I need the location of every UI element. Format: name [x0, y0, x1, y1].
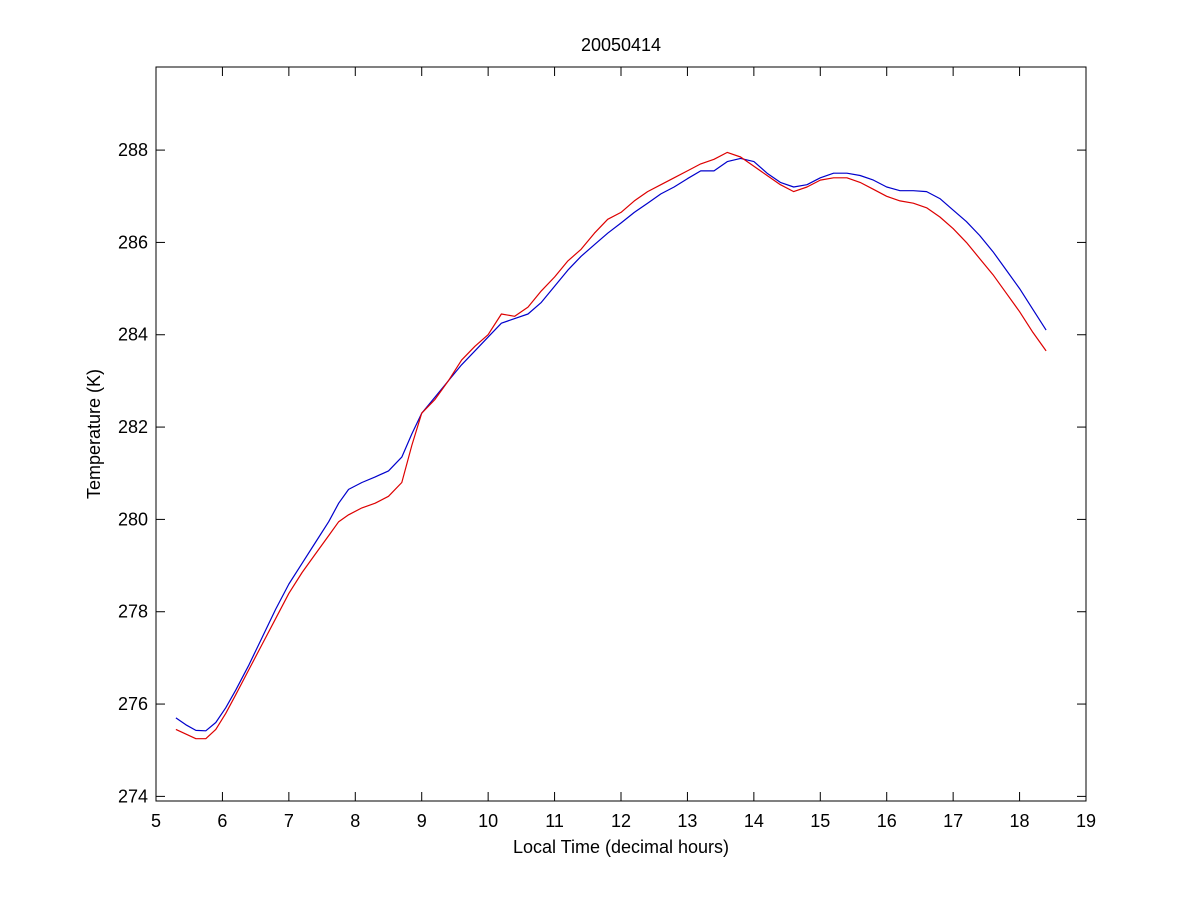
y-axis-label: Temperature (K) [84, 369, 104, 499]
x-tick-label: 13 [677, 811, 697, 831]
x-axis-ticks: 5 6 7 8 9 10 11 12 13 14 15 16 17 18 19 [151, 67, 1096, 831]
x-tick-label: 11 [545, 811, 564, 831]
x-tick-label: 5 [151, 811, 161, 831]
plot-area [155, 66, 1087, 802]
x-tick-label: 8 [350, 811, 360, 831]
x-axis-label: Local Time (decimal hours) [513, 837, 729, 857]
y-tick-label: 286 [118, 232, 148, 252]
x-tick-label: 16 [877, 811, 897, 831]
y-tick-label: 288 [118, 140, 148, 160]
series-layer [175, 151, 1047, 740]
x-tick-label: 18 [1010, 811, 1030, 831]
y-tick-label: 274 [118, 786, 148, 806]
series-line-2 [175, 151, 1047, 740]
x-tick-label: 9 [417, 811, 427, 831]
x-tick-label: 6 [217, 811, 227, 831]
y-axis-ticks: 274 276 278 280 282 284 286 288 [118, 140, 1086, 806]
y-tick-label: 276 [118, 694, 148, 714]
x-tick-label: 15 [810, 811, 830, 831]
y-tick-label: 284 [118, 325, 148, 345]
x-tick-label: 19 [1076, 811, 1096, 831]
y-tick-label: 280 [118, 509, 148, 529]
x-tick-label: 7 [284, 811, 294, 831]
x-tick-label: 14 [744, 811, 764, 831]
series-line-1 [175, 157, 1047, 732]
chart-title: 20050414 [581, 35, 661, 55]
x-tick-label: 10 [478, 811, 498, 831]
x-tick-label: 12 [611, 811, 631, 831]
x-tick-label: 17 [943, 811, 963, 831]
y-tick-label: 278 [118, 602, 148, 622]
y-tick-label: 282 [118, 417, 148, 437]
